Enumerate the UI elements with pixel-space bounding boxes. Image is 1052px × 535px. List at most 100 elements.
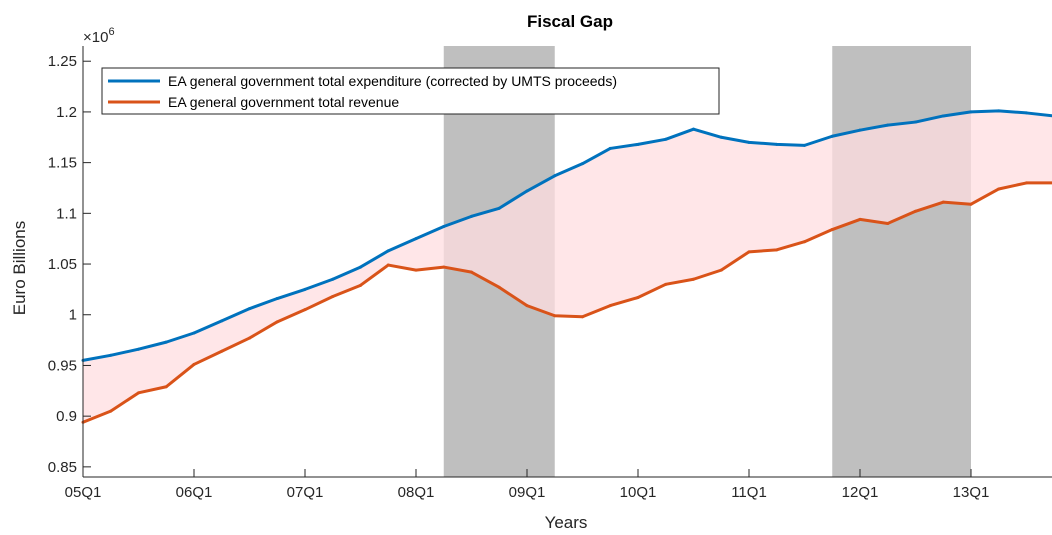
- data-point-revenue: [664, 282, 668, 286]
- y-exponent-base: ×10: [83, 29, 108, 46]
- y-tick-label: 1.25: [48, 53, 77, 70]
- data-point-revenue: [386, 263, 390, 267]
- data-point-expenditure: [997, 109, 1001, 113]
- legend-box: [101, 67, 720, 115]
- data-point-expenditure: [248, 307, 251, 311]
- x-axis-label: Years: [545, 513, 588, 532]
- data-point-expenditure: [359, 265, 362, 269]
- x-tick-label: 09Q1: [509, 484, 546, 501]
- data-point-expenditure: [692, 127, 695, 131]
- data-point-expenditure: [858, 128, 862, 132]
- data-point-revenue: [914, 209, 917, 213]
- data-point-expenditure: [220, 319, 224, 323]
- legend-label-revenue: EA general government total revenue: [168, 94, 399, 110]
- data-point-expenditure: [470, 214, 473, 218]
- data-point-expenditure: [497, 206, 501, 210]
- data-point-expenditure: [1025, 111, 1028, 115]
- data-point-revenue: [747, 250, 751, 254]
- data-point-revenue: [553, 314, 557, 318]
- data-point-expenditure: [830, 134, 834, 138]
- data-point-revenue: [997, 187, 1001, 191]
- data-point-expenditure: [941, 114, 945, 118]
- data-point-revenue: [886, 221, 890, 225]
- y-tick-label: 1.05: [48, 256, 77, 273]
- data-point-revenue: [192, 362, 196, 366]
- data-point-expenditure: [553, 174, 557, 178]
- gap-fill-area: [83, 110, 1052, 423]
- y-exponent-power: 6: [108, 26, 114, 38]
- data-point-revenue: [1025, 181, 1028, 185]
- y-tick-label: 0.95: [48, 357, 77, 374]
- data-point-revenue: [830, 228, 834, 232]
- x-tick-label: 12Q1: [842, 484, 879, 501]
- data-point-revenue: [442, 265, 446, 269]
- series-line-revenue: [82, 181, 1052, 424]
- tick-labels: 0.85 0.9 0.95 1 1.05 1.1 1.15 1.2 1.25 05Q1 06Q1 07…: [48, 53, 990, 501]
- gap-fill-layer: [83, 110, 1052, 423]
- data-point-expenditure: [164, 340, 168, 344]
- data-point-revenue: [414, 268, 418, 272]
- data-point-revenue: [497, 285, 501, 289]
- data-point-revenue: [331, 294, 335, 298]
- y-tick-label: 0.9: [56, 408, 77, 425]
- legend: EA general government total expenditure …: [101, 67, 720, 115]
- data-point-expenditure: [969, 110, 973, 114]
- data-point-expenditure: [414, 237, 418, 241]
- data-point-revenue: [719, 268, 723, 272]
- x-tick-label: 11Q1: [731, 484, 767, 501]
- data-point-revenue: [969, 202, 973, 206]
- shaded-period-2: [832, 46, 971, 477]
- data-point-revenue: [359, 283, 362, 287]
- data-point-expenditure: [525, 189, 529, 193]
- x-tick-label: 10Q1: [620, 484, 657, 501]
- x-tick-label: 06Q1: [176, 484, 213, 501]
- series-lines-layer: [81, 109, 1052, 424]
- data-point-revenue: [220, 349, 224, 353]
- data-point-expenditure: [636, 142, 640, 146]
- data-point-expenditure: [192, 331, 196, 335]
- data-point-expenditure: [886, 123, 890, 127]
- data-point-revenue: [581, 315, 584, 319]
- data-point-revenue: [608, 304, 612, 308]
- x-tick-label: 05Q1: [65, 484, 102, 501]
- y-tick-label: 1.2: [56, 104, 77, 121]
- data-point-expenditure: [303, 287, 307, 291]
- legend-label-expenditure: EA general government total expenditure …: [168, 73, 617, 89]
- data-point-revenue: [775, 248, 779, 252]
- data-point-revenue: [941, 200, 945, 204]
- data-point-revenue: [303, 308, 307, 312]
- data-point-revenue: [109, 409, 113, 413]
- data-point-expenditure: [137, 347, 140, 351]
- data-point-expenditure: [747, 140, 751, 144]
- x-tick-label: 07Q1: [287, 484, 324, 501]
- data-point-revenue: [248, 336, 251, 340]
- data-point-expenditure: [775, 142, 779, 146]
- data-point-expenditure: [608, 146, 612, 150]
- data-point-revenue: [164, 385, 168, 389]
- data-point-expenditure: [581, 162, 584, 166]
- data-point-expenditure: [914, 120, 917, 124]
- data-point-revenue: [803, 240, 806, 244]
- data-point-expenditure: [386, 249, 390, 253]
- data-point-expenditure: [331, 277, 335, 281]
- series-line-expenditure: [82, 109, 1052, 362]
- data-point-revenue: [470, 270, 473, 274]
- chart-title: Fiscal Gap: [527, 12, 613, 31]
- x-tick-label: 08Q1: [398, 484, 435, 501]
- data-point-revenue: [525, 304, 529, 308]
- y-exponent-label: ×106: [83, 26, 115, 46]
- data-point-revenue: [275, 320, 279, 324]
- y-axis-label: Euro Billions: [10, 221, 29, 316]
- y-tick-label: 1: [69, 307, 77, 324]
- data-point-revenue: [636, 296, 640, 299]
- data-point-expenditure: [109, 353, 113, 357]
- y-tick-label: 0.85: [48, 459, 77, 476]
- data-point-expenditure: [664, 137, 668, 141]
- data-point-revenue: [692, 277, 695, 281]
- data-point-expenditure: [803, 143, 806, 147]
- x-tick-label: 13Q1: [953, 484, 990, 501]
- data-point-expenditure: [275, 297, 279, 301]
- axes: [82, 46, 1052, 478]
- data-point-revenue: [858, 217, 862, 221]
